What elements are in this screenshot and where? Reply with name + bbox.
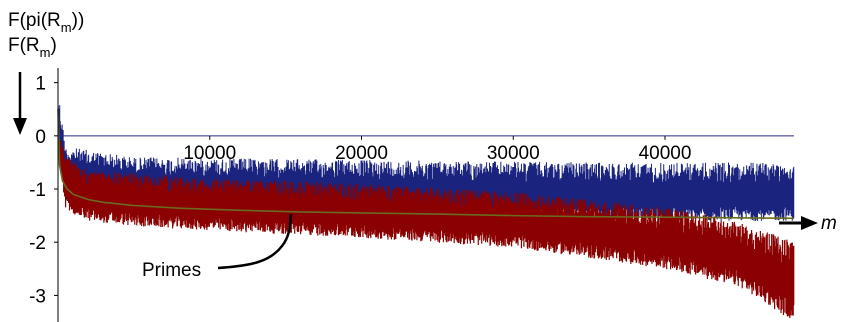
x-tick-label-3: 40000 <box>639 143 692 164</box>
primes-annotation-label: Primes <box>142 260 201 281</box>
legend-entry-f-r-m: F(Rm) <box>8 35 57 60</box>
x-tick-label-0: 10000 <box>183 143 236 164</box>
legend-entry-f-pi-r-m-tail: )) <box>72 10 85 31</box>
y-tick-label-2: -1 <box>29 180 46 201</box>
plot-area <box>57 105 795 318</box>
legend-entry-f-r-m-sub: m <box>40 45 51 60</box>
legend-entry-f-r-m-tail: ) <box>51 35 57 56</box>
y-tick-label-0: 1 <box>35 74 46 95</box>
axes <box>54 68 794 322</box>
x-axis-label: m <box>821 213 837 234</box>
tick-labels: 1 0 -1 -2 -3 10000 20000 30000 40000 <box>29 74 691 308</box>
legend-entry-f-pi-r-m-base: F(pi(R <box>8 10 61 31</box>
legend-down-arrow-head <box>13 118 27 135</box>
x-tick-label-1: 20000 <box>335 143 388 164</box>
series-primes-line <box>57 109 795 220</box>
y-tick-label-3: -2 <box>29 233 46 254</box>
y-tick-label-4: -3 <box>29 286 46 307</box>
x-axis-arrow-head <box>801 216 818 230</box>
legend-entry-f-pi-r-m-sub: m <box>61 20 72 35</box>
x-tick-label-2: 30000 <box>487 143 540 164</box>
primes-annotation-pointer <box>217 213 293 270</box>
y-tick-label-1: 0 <box>35 127 46 148</box>
legend-entry-f-pi-r-m: F(pi(Rm)) <box>8 10 84 35</box>
legend-entry-f-r-m-base: F(R <box>8 35 40 56</box>
